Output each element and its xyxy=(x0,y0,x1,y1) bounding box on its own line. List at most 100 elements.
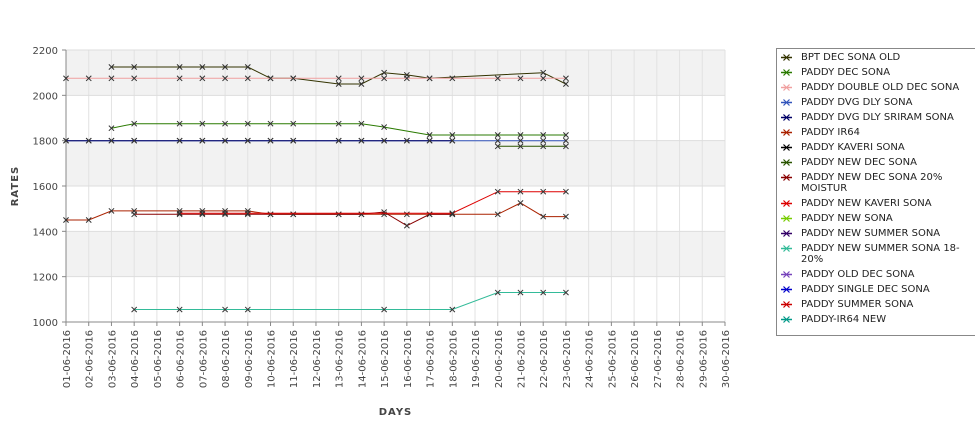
y-tick-label: 1200 xyxy=(33,273,58,284)
legend-label: PADDY NEW DEC SONA xyxy=(801,157,917,168)
data-point xyxy=(108,137,115,144)
legend-item: BPT DEC SONA OLD xyxy=(781,52,975,63)
data-point xyxy=(267,120,274,127)
data-point xyxy=(540,69,547,76)
data-point xyxy=(381,209,388,216)
y-tick-label: 1800 xyxy=(33,137,58,148)
legend-marker-icon xyxy=(781,114,792,121)
data-point xyxy=(244,75,251,82)
legend-label: PADDY DVG DLY SRIRAM SONA xyxy=(801,112,954,123)
chart-legend: BPT DEC SONA OLD PADDY DEC SONA PADDY DOUB… xyxy=(776,48,975,336)
data-point xyxy=(108,75,115,82)
data-point xyxy=(449,306,456,313)
legend-label: BPT DEC SONA OLD xyxy=(801,52,901,63)
x-tick-label: 27-06-2016 xyxy=(653,330,664,388)
legend-marker-icon xyxy=(781,54,792,61)
data-point xyxy=(403,75,410,82)
data-point xyxy=(562,132,569,138)
data-point xyxy=(267,75,274,82)
data-point xyxy=(494,132,501,138)
data-point xyxy=(562,137,569,144)
legend-marker-icon xyxy=(781,69,792,76)
data-point xyxy=(540,143,547,150)
data-point xyxy=(562,213,569,220)
data-point xyxy=(131,75,138,82)
data-point xyxy=(381,75,388,82)
legend-label: PADDY IR64 xyxy=(801,127,860,138)
data-point xyxy=(494,137,501,144)
legend-label: PADDY SUMMER SONA xyxy=(801,299,914,310)
data-point xyxy=(517,289,524,296)
data-point xyxy=(562,188,569,195)
x-tick-label: 28-06-2016 xyxy=(676,330,687,388)
plot-band xyxy=(66,231,725,277)
plot-band xyxy=(66,140,725,186)
data-point xyxy=(222,120,229,127)
data-point xyxy=(449,132,456,138)
legend-item: PADDY IR64 xyxy=(781,127,975,138)
x-tick-label: 01-06-2016 xyxy=(62,330,73,388)
legend-marker-icon xyxy=(781,144,792,151)
data-point xyxy=(244,120,251,127)
data-point xyxy=(222,75,229,82)
data-point xyxy=(517,188,524,195)
data-point xyxy=(222,64,229,70)
data-point xyxy=(108,207,115,214)
legend-label: PADDY-IR64 NEW xyxy=(801,314,887,325)
x-tick-label: 17-06-2016 xyxy=(426,330,437,388)
data-point xyxy=(176,306,183,313)
legend-label: PADDY NEW KAVERI SONA xyxy=(801,198,932,209)
x-tick-label: 11-06-2016 xyxy=(289,330,300,388)
plot-band xyxy=(66,186,725,232)
series-group xyxy=(131,289,569,313)
data-point xyxy=(517,132,524,138)
legend-item: PADDY NEW SUMMER SONA xyxy=(781,228,975,239)
legend-item: PADDY NEW KAVERI SONA xyxy=(781,198,975,209)
data-point xyxy=(517,137,524,144)
legend-marker-icon xyxy=(781,159,792,166)
data-point xyxy=(199,137,206,144)
x-tick-label: 14-06-2016 xyxy=(357,330,368,388)
data-point xyxy=(562,75,569,82)
x-tick-label: 18-06-2016 xyxy=(448,330,459,388)
x-tick-label: 10-06-2016 xyxy=(267,330,278,388)
data-point xyxy=(131,64,138,70)
data-point xyxy=(358,120,365,127)
data-point xyxy=(222,137,229,144)
data-point xyxy=(335,81,342,87)
data-point xyxy=(131,211,138,218)
x-tick-label: 24-06-2016 xyxy=(585,330,596,388)
data-point xyxy=(290,137,297,144)
data-point xyxy=(222,210,229,217)
data-point xyxy=(176,120,183,127)
data-point xyxy=(494,211,501,218)
data-point xyxy=(426,211,433,218)
data-point xyxy=(381,124,388,131)
x-tick-label: 04-06-2016 xyxy=(130,330,141,388)
legend-item: PADDY DVG DLY SRIRAM SONA xyxy=(781,112,975,123)
plot-band xyxy=(66,276,725,322)
legend-marker-icon xyxy=(781,286,792,293)
data-point xyxy=(199,64,206,70)
x-tick-label: 29-06-2016 xyxy=(698,330,709,388)
data-point xyxy=(176,64,183,70)
x-tick-label: 15-06-2016 xyxy=(380,330,391,388)
data-point xyxy=(108,125,115,132)
legend-item: PADDY OLD DEC SONA xyxy=(781,269,975,280)
data-point xyxy=(426,137,433,144)
data-point xyxy=(517,75,524,82)
x-tick-label: 22-06-2016 xyxy=(539,330,550,388)
data-point xyxy=(199,120,206,127)
data-point xyxy=(517,200,524,206)
legend-marker-icon xyxy=(781,245,792,252)
legend-label: PADDY NEW DEC SONA 20% MOISTUR xyxy=(801,172,943,194)
data-point xyxy=(540,137,547,144)
data-point xyxy=(540,132,547,138)
series-line xyxy=(134,292,566,310)
legend-item: PADDY KAVERI SONA xyxy=(781,142,975,153)
y-tick-label: 1000 xyxy=(33,318,58,329)
data-point xyxy=(449,137,456,144)
series-group xyxy=(63,137,456,144)
series-group xyxy=(131,209,456,229)
